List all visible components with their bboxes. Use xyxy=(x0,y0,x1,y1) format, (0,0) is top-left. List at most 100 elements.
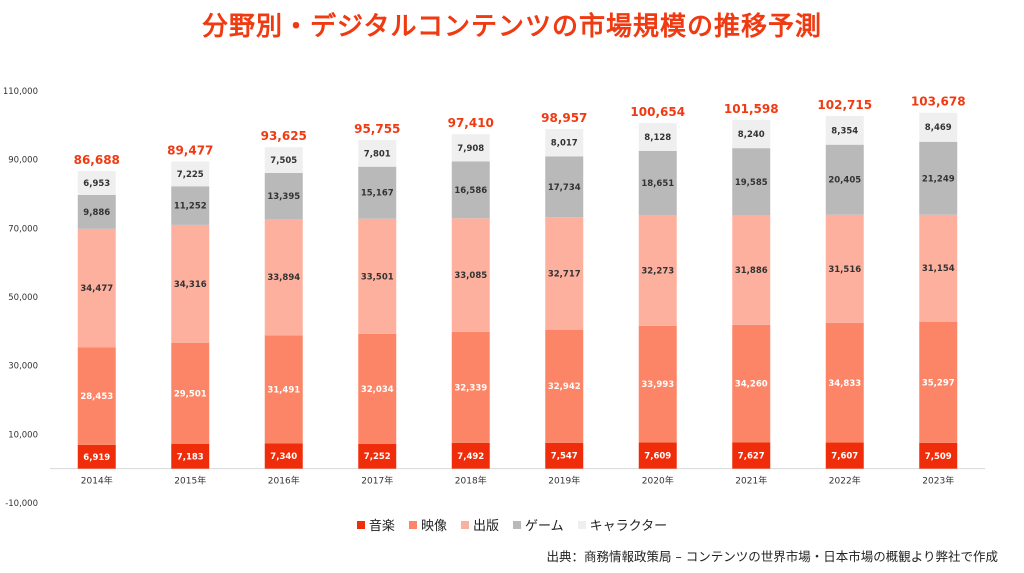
bar-segment xyxy=(171,186,210,225)
bar-segment xyxy=(264,218,303,336)
bar-segment xyxy=(77,347,116,445)
data-label: 29,501 xyxy=(174,389,207,399)
x-tick-label: 2021年 xyxy=(735,475,767,487)
bar-segment xyxy=(732,215,771,325)
y-tick-label: 90,000 xyxy=(8,156,38,166)
data-label: 34,477 xyxy=(80,284,113,294)
bar-segment xyxy=(451,161,490,219)
bar-segment xyxy=(732,119,771,149)
bar-segment xyxy=(264,335,303,444)
bar-segment xyxy=(638,150,677,216)
x-tick-label: 2014年 xyxy=(81,475,113,487)
data-label: 32,339 xyxy=(454,383,487,393)
data-label: 7,225 xyxy=(177,170,204,180)
data-label: 21,249 xyxy=(922,174,955,184)
chart-legend: 音楽 映像 出版 ゲーム キャラクター xyxy=(0,515,1024,534)
total-label: 97,410 xyxy=(448,116,494,130)
legend-label: 音楽 xyxy=(368,519,395,534)
data-label: 13,395 xyxy=(267,192,300,202)
bar-segment xyxy=(77,228,116,348)
data-label: 8,469 xyxy=(925,123,952,133)
data-label: 8,017 xyxy=(551,139,578,149)
legend-label: ゲーム xyxy=(524,519,564,534)
data-label: 32,942 xyxy=(548,382,581,392)
data-label: 7,509 xyxy=(925,452,952,462)
bar-segment xyxy=(171,342,210,445)
data-label: 6,953 xyxy=(83,179,110,189)
bar-segment xyxy=(919,141,958,215)
legend-label: 出版 xyxy=(472,519,499,534)
bar-segment xyxy=(919,112,958,142)
data-label: 17,734 xyxy=(548,183,581,193)
data-label: 32,034 xyxy=(361,385,394,395)
data-label: 16,586 xyxy=(454,186,487,196)
bar-segment xyxy=(919,321,958,443)
data-label: 34,833 xyxy=(828,379,861,389)
source-note: 出典：商務情報政策局 – コンテンツの世界市場・日本市場の概観より弊社で作成 xyxy=(546,549,998,564)
legend-swatch xyxy=(577,521,586,529)
bar-segment xyxy=(451,218,490,332)
data-label: 33,085 xyxy=(454,271,487,281)
data-label: 6,919 xyxy=(83,453,110,463)
bar-segment xyxy=(825,116,864,145)
bar-segment xyxy=(451,442,490,469)
bar-segment xyxy=(638,325,677,443)
legend-label: 映像 xyxy=(420,519,447,534)
bar-segment xyxy=(264,172,303,219)
bar-segment xyxy=(358,333,397,444)
data-label: 15,167 xyxy=(361,189,394,199)
bar-segment xyxy=(638,442,677,469)
legend-label: キャラクター xyxy=(589,519,668,534)
data-label: 8,354 xyxy=(831,126,858,136)
data-label: 8,240 xyxy=(738,130,765,140)
data-label: 31,886 xyxy=(735,266,768,276)
bar-segment xyxy=(732,442,771,469)
data-label: 7,183 xyxy=(177,452,204,462)
bar-segment xyxy=(358,218,397,334)
data-label: 8,128 xyxy=(644,133,671,143)
legend-item: 音楽 xyxy=(356,515,395,534)
legend-swatch xyxy=(460,521,469,529)
data-label: 11,252 xyxy=(174,202,207,212)
bar-segment xyxy=(638,123,677,151)
bar-segment xyxy=(171,444,210,469)
data-label: 18,651 xyxy=(641,179,674,189)
bar-segment xyxy=(825,144,864,215)
bar-segment xyxy=(451,134,490,162)
data-label: 7,908 xyxy=(457,144,484,154)
legend-item: キャラクター xyxy=(577,515,668,534)
data-label: 7,609 xyxy=(644,452,671,462)
y-tick-label: 30,000 xyxy=(8,362,38,372)
data-label: 28,453 xyxy=(80,392,113,402)
data-label: 7,505 xyxy=(270,156,297,166)
legend-swatch xyxy=(408,521,417,529)
x-tick-label: 2016年 xyxy=(268,475,300,487)
data-label: 9,886 xyxy=(83,208,110,218)
data-label: 7,340 xyxy=(270,452,297,462)
data-label: 7,627 xyxy=(738,452,765,462)
bar-segment xyxy=(171,161,210,187)
legend-item: 出版 xyxy=(460,515,499,534)
bar-segment xyxy=(264,443,303,469)
data-label: 33,993 xyxy=(641,380,674,390)
x-tick-label: 2017年 xyxy=(361,475,393,487)
data-label: 35,297 xyxy=(922,378,955,388)
bar-segment xyxy=(919,214,958,322)
chart-title: 分野別・デジタルコンテンツの市場規模の推移予測 xyxy=(202,12,822,42)
bar-segment xyxy=(638,215,677,326)
legend-item: 映像 xyxy=(408,515,447,534)
bar-segment xyxy=(545,442,584,469)
bar-segment xyxy=(77,171,116,195)
x-tick-label: 2015年 xyxy=(174,475,206,487)
total-label: 98,957 xyxy=(541,111,587,125)
total-label: 100,654 xyxy=(630,105,685,119)
legend-swatch xyxy=(512,521,521,529)
data-label: 34,260 xyxy=(735,380,768,390)
bar-segment xyxy=(732,148,771,216)
data-label: 31,516 xyxy=(828,265,861,275)
data-label: 32,273 xyxy=(641,266,674,276)
data-label: 7,492 xyxy=(457,452,484,462)
bar-segment xyxy=(545,329,584,443)
y-tick-label: 50,000 xyxy=(8,293,38,303)
